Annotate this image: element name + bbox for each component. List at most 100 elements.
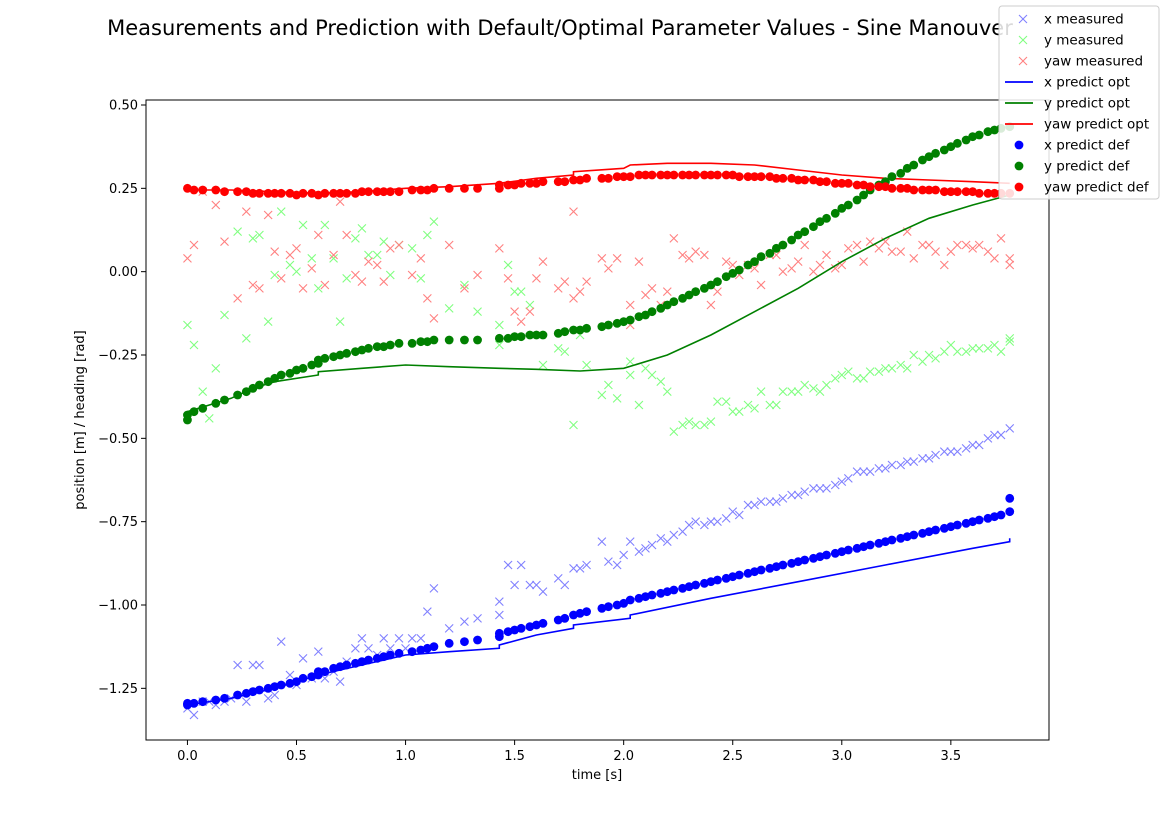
y-measured-point	[852, 373, 862, 383]
y-measured-point	[525, 300, 535, 310]
y-predict-def-point	[276, 370, 286, 380]
yaw-predict-def-point	[597, 173, 607, 183]
y-predict-def-point	[211, 398, 221, 408]
plot-border	[145, 99, 1050, 741]
x-measured-point	[974, 440, 984, 450]
y-measured-point	[625, 357, 635, 367]
y-tick-label: 0.25	[109, 182, 138, 197]
yaw-measured-point	[569, 207, 578, 217]
y-measured-point	[924, 350, 934, 360]
x-measured-point	[422, 607, 432, 617]
y-measured-point	[931, 353, 940, 363]
x-measured-point	[285, 670, 295, 680]
chart-title: Measurements and Prediction with Default…	[107, 16, 1013, 40]
x-predict-def-point	[292, 677, 301, 687]
legend-item-yaw-predict-def: yaw predict def	[1014, 180, 1150, 196]
yaw-predict-def-point	[800, 175, 810, 185]
yaw-predict-def-point	[569, 175, 578, 185]
x-predict-def-point	[189, 698, 199, 708]
x-predict-def-point	[460, 637, 469, 647]
yaw-predict-def-point	[983, 188, 993, 198]
yaw-measured-point	[372, 260, 382, 270]
yaw-measured-point	[1005, 260, 1015, 270]
y-measured-point	[335, 317, 345, 327]
x-measured-point	[896, 460, 906, 470]
y-predict-def-point	[815, 217, 825, 227]
x-measured-point	[241, 697, 251, 707]
y-measured-series	[183, 207, 1015, 437]
x-measured-point	[983, 433, 993, 443]
y-measured-point	[569, 420, 578, 430]
yaw-predict-def-point	[270, 188, 280, 198]
yaw-measured-point	[896, 247, 906, 257]
x-predict-def-point	[713, 575, 722, 585]
yaw-predict-def-point	[990, 188, 999, 198]
yaw-measured-point	[582, 277, 591, 287]
x-measured-point	[750, 500, 759, 510]
yaw-measured-point	[233, 293, 242, 303]
y-measured-point	[612, 393, 622, 403]
yaw-measured-point	[604, 263, 613, 273]
y-predict-def-point	[887, 172, 897, 182]
legend-item-yaw-predict-opt: yaw predict opt	[1005, 117, 1149, 133]
legend-marker-y-predict-def	[1014, 161, 1024, 171]
x-predict-def-point	[298, 673, 308, 683]
y-predict-def-point	[946, 142, 956, 152]
y-predict-def-point	[604, 320, 613, 330]
yaw-measured-series	[183, 187, 1015, 330]
yaw-measured-point	[830, 263, 840, 273]
y-measured-point	[298, 220, 308, 230]
yaw-measured-point	[560, 277, 570, 287]
yaw-measured-point	[974, 240, 984, 250]
legend-label-yaw-predict-opt: yaw predict opt	[1044, 117, 1149, 133]
y-predict-def-point	[233, 390, 243, 400]
y-predict-def-point	[429, 335, 439, 345]
x-tick-label: 0.0	[177, 749, 198, 764]
x-measured-point	[822, 483, 831, 493]
x-predict-def-point	[1005, 493, 1015, 503]
yaw-measured-point	[778, 267, 788, 277]
y-measured-point	[320, 220, 330, 230]
x-measured-point	[837, 477, 847, 487]
yaw-measured-point	[691, 247, 701, 257]
yaw-measured-point	[800, 240, 810, 250]
x-predict-def-point	[364, 655, 373, 665]
x-predict-def-point	[276, 680, 286, 690]
x-predict-def-point	[843, 545, 853, 555]
yaw-measured-point	[379, 277, 389, 287]
x-tick-label: 3.5	[941, 749, 962, 764]
yaw-measured-point	[422, 293, 432, 303]
x-measured-point	[604, 557, 613, 567]
yaw-measured-point	[525, 307, 535, 317]
x-measured-point	[276, 637, 286, 647]
y-predict-def-point	[822, 213, 831, 223]
x-measured-point	[843, 473, 853, 483]
x-predict-def-point	[647, 590, 657, 600]
yaw-measured-point	[335, 197, 345, 207]
y-measured-point	[809, 383, 818, 393]
x-measured-point	[575, 563, 585, 573]
yaw-predict-def-point	[473, 183, 482, 193]
x-predict-def-point	[183, 698, 192, 708]
x-tick-label: 2.0	[613, 749, 634, 764]
y-measured-point	[787, 387, 797, 397]
y-measured-point	[699, 420, 709, 430]
y-predict-def-point	[473, 335, 482, 345]
yaw-measured-point	[248, 280, 258, 290]
x-predict-def-point	[516, 623, 526, 633]
yaw-measured-point	[706, 300, 716, 310]
legend-items: x measured y measured yaw measured x predic…	[1005, 12, 1150, 196]
x-measured-point	[852, 467, 862, 477]
y-measured-point	[874, 367, 884, 377]
yaw-predict-def-point	[750, 172, 759, 182]
x-predict-def-point	[952, 520, 962, 530]
x-predict-def-point	[778, 560, 788, 570]
yaw-predict-def-point	[634, 170, 644, 180]
x-measured-point	[924, 453, 934, 463]
yaw-predict-def-point	[407, 185, 417, 195]
y-predict-def-point	[198, 403, 208, 413]
legend-item-y-predict-def: y predict def	[1014, 159, 1131, 175]
x-measured-point	[756, 497, 766, 507]
yaw-measured-point	[189, 240, 199, 250]
